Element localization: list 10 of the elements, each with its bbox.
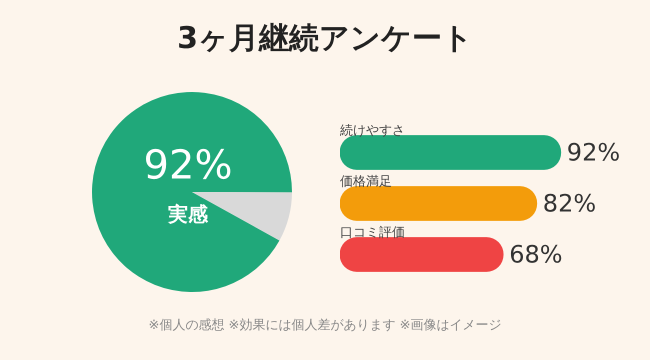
data-label: 68% <box>509 240 563 269</box>
slice-label: 実感 <box>167 202 209 226</box>
data-label: 92% <box>144 142 232 188</box>
data-label: 82% <box>542 190 596 218</box>
category-label: 価格満足 <box>340 174 392 190</box>
chart-title: 3ヶ月継続アンケート <box>176 20 474 58</box>
category-label: 口コミ評価 <box>340 225 405 240</box>
data-label: 92% <box>566 138 620 167</box>
category-label: 続けやすさ <box>340 123 405 138</box>
text: ※個人の感想 ※効果には個人差があります ※画像はイメージ <box>148 317 502 334</box>
